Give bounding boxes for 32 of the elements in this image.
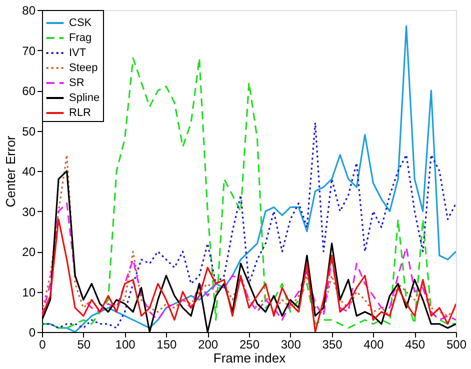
y-tick-label: 60 bbox=[22, 84, 36, 98]
x-tick-label: 500 bbox=[446, 338, 467, 352]
y-tick-label: 0 bbox=[28, 326, 36, 340]
x-tick-label: 50 bbox=[77, 338, 91, 352]
x-tick-label: 400 bbox=[364, 338, 384, 352]
legend-label: IVT bbox=[69, 47, 86, 59]
legend-label: CSK bbox=[69, 17, 92, 29]
line-series bbox=[42, 202, 456, 321]
line-series bbox=[42, 154, 456, 317]
x-tick-label: 300 bbox=[280, 338, 302, 352]
x-tick-label: 100 bbox=[115, 338, 136, 352]
legend-label: RLR bbox=[69, 107, 92, 119]
y-tick-label: 70 bbox=[22, 44, 36, 58]
legend-label: SR bbox=[69, 77, 84, 89]
x-tick-label: 150 bbox=[156, 338, 178, 352]
legend-label: Spline bbox=[69, 92, 100, 104]
y-tick-label: 80 bbox=[22, 4, 36, 18]
legend-label: Frag bbox=[69, 32, 92, 44]
x-axis-title: Frame index bbox=[213, 350, 286, 366]
y-tick-label: 30 bbox=[22, 204, 36, 219]
line-series bbox=[42, 122, 456, 329]
x-tick-label: 350 bbox=[322, 338, 343, 352]
y-tick-label: 40 bbox=[22, 164, 36, 178]
y-axis-title: Center Error bbox=[3, 135, 18, 208]
x-tick-label: 200 bbox=[198, 338, 218, 352]
y-tick-label: 10 bbox=[22, 285, 36, 300]
x-tick-label: 0 bbox=[39, 338, 46, 352]
y-tick-label: 50 bbox=[22, 124, 36, 138]
y-tick-label: 20 bbox=[22, 245, 36, 259]
x-tick-label: 450 bbox=[405, 338, 426, 352]
legend-label: Steep bbox=[69, 62, 98, 74]
x-tick-label: 250 bbox=[239, 338, 260, 352]
